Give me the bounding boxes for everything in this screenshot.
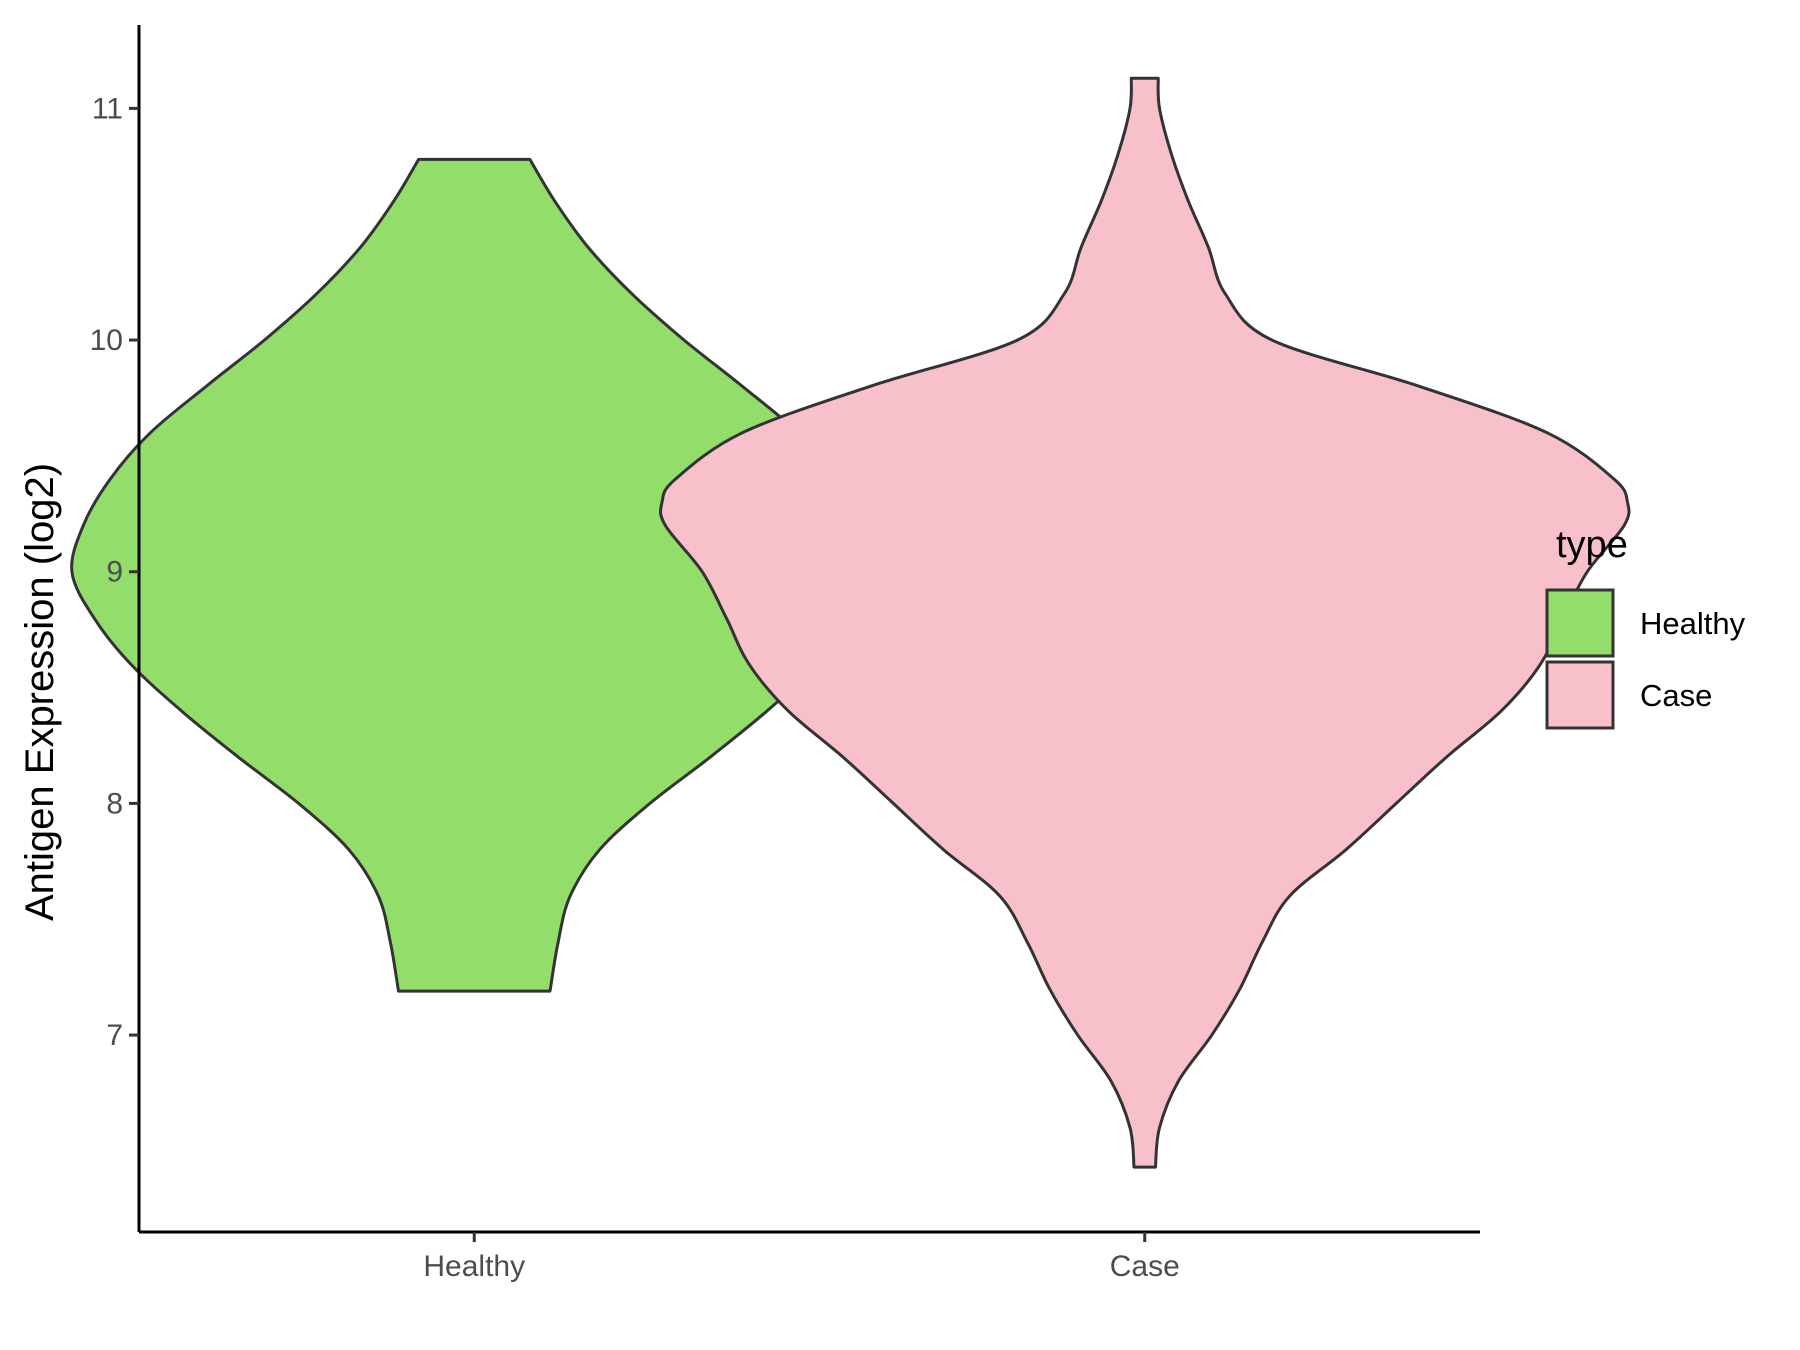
- y-tick-label: 8: [106, 787, 123, 820]
- y-tick-label: 7: [106, 1019, 123, 1052]
- y-tick-label: 10: [90, 324, 123, 357]
- y-axis-title: Antigen Expression (log2): [18, 463, 62, 921]
- y-tick-label: 11: [92, 92, 123, 125]
- x-tick-label: Case: [1110, 1250, 1180, 1283]
- legend-key-case: [1545, 660, 1615, 730]
- legend-title: type: [1556, 524, 1628, 566]
- violin-healthy: [70, 157, 879, 993]
- legend-label: Case: [1640, 678, 1712, 713]
- violin-case: [659, 76, 1631, 1169]
- legend-key-healthy: [1545, 588, 1615, 658]
- axes-layer: 7 8 9 10 11 Healthy Case: [90, 25, 1480, 1283]
- x-tick-label: Healthy: [423, 1250, 525, 1283]
- violin-layer: [70, 76, 1631, 1169]
- y-tick-label: 9: [106, 556, 123, 589]
- legend-label: Healthy: [1640, 606, 1746, 641]
- legend: type Healthy Case: [1545, 524, 1746, 730]
